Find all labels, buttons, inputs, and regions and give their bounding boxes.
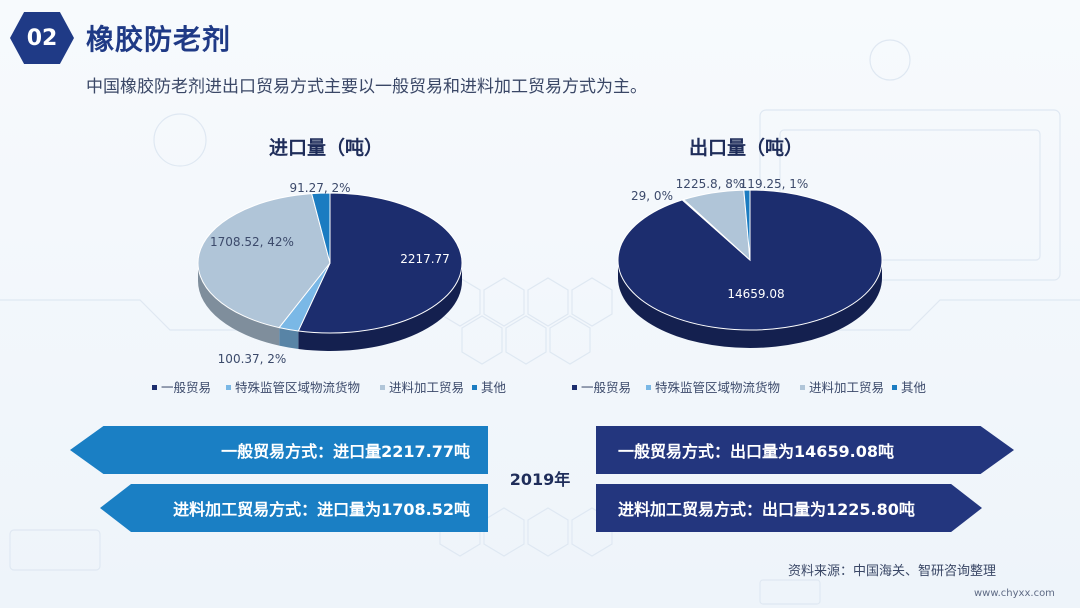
pie-data-label-3: 119.25, 1% bbox=[740, 177, 809, 191]
pie-data-label-2: 1708.52, 42% bbox=[210, 235, 294, 249]
legend-swatch-3 bbox=[472, 385, 477, 390]
legend-label-2: 进料加工贸易 bbox=[389, 380, 464, 395]
pie-data-label-1: 29, 0% bbox=[631, 189, 673, 203]
legend-label-0: 一般贸易 bbox=[581, 380, 631, 395]
import-legend: 一般贸易 特殊监管区域物流货物 进料加工贸易 其他 bbox=[152, 380, 507, 395]
legend-swatch-2 bbox=[800, 385, 805, 390]
pie-side-0 bbox=[618, 260, 882, 348]
pie-side-1 bbox=[279, 327, 299, 349]
pie-data-label-0: 14659.08 bbox=[727, 287, 784, 301]
banner-import-general: 一般贸易方式：进口量2217.77吨 bbox=[70, 426, 488, 474]
pie-slice-3 bbox=[743, 189, 751, 261]
import-chart-title: 进口量（吨） bbox=[269, 136, 383, 159]
legend-label-1: 特殊监管区域物流货物 bbox=[235, 380, 360, 395]
legend-swatch-1 bbox=[646, 385, 651, 390]
page-subtitle: 中国橡胶防老剂进出口贸易方式主要以一般贸易和进料加工贸易方式为主。 bbox=[86, 77, 647, 97]
pie-charts: 进口量（吨） 2217.77 100.37, 2% 1708.52, 42% 91.2… bbox=[152, 136, 927, 395]
pie-data-label-3: 91.27, 2% bbox=[289, 181, 350, 195]
legend-swatch-1 bbox=[226, 385, 231, 390]
pie-data-label-2: 1225.8, 8% bbox=[676, 177, 745, 191]
pie-data-label-1: 100.37, 2% bbox=[218, 352, 287, 366]
legend-swatch-0 bbox=[572, 385, 577, 390]
legend-swatch-0 bbox=[152, 385, 157, 390]
pie-slice-3 bbox=[311, 192, 331, 264]
pie-slice-0 bbox=[297, 192, 463, 334]
import-pie: 2217.77 100.37, 2% 1708.52, 42% 91.27, 2% bbox=[197, 181, 463, 366]
legend-label-1: 特殊监管区域物流货物 bbox=[655, 380, 780, 395]
legend-swatch-3 bbox=[892, 385, 897, 390]
pie-side-2 bbox=[198, 263, 280, 346]
banner-export-processing: 进料加工贸易方式：出口量为1225.80吨 bbox=[596, 484, 982, 532]
legend-label-3: 其他 bbox=[481, 380, 507, 395]
legend-label-3: 其他 bbox=[901, 380, 927, 395]
export-chart-title: 出口量（吨） bbox=[689, 136, 803, 159]
watermark: www.chyxx.com bbox=[974, 588, 1055, 599]
banner-export-general: 一般贸易方式：出口量为14659.08吨 bbox=[596, 426, 1014, 474]
data-source: 资料来源：中国海关、智研咨询整理 bbox=[788, 564, 997, 579]
export-legend: 一般贸易 特殊监管区域物流货物 进料加工贸易 其他 bbox=[572, 380, 927, 395]
pie-slice-2 bbox=[197, 193, 331, 329]
legend-label-2: 进料加工贸易 bbox=[809, 380, 884, 395]
export-pie: 14659.08 29, 0%1225.8, 8%119.25, 1% bbox=[617, 177, 883, 348]
legend-swatch-2 bbox=[380, 385, 385, 390]
banner-import-processing: 进料加工贸易方式：进口量为1708.52吨 bbox=[100, 484, 488, 532]
section-badge: 02 bbox=[10, 12, 74, 64]
pie-data-label-0: 2217.77 bbox=[400, 252, 450, 266]
year-label: 2019年 bbox=[509, 470, 571, 489]
legend-label-0: 一般贸易 bbox=[161, 380, 211, 395]
pie-side-0 bbox=[298, 263, 462, 351]
page-title: 橡胶防老剂 bbox=[86, 23, 232, 56]
